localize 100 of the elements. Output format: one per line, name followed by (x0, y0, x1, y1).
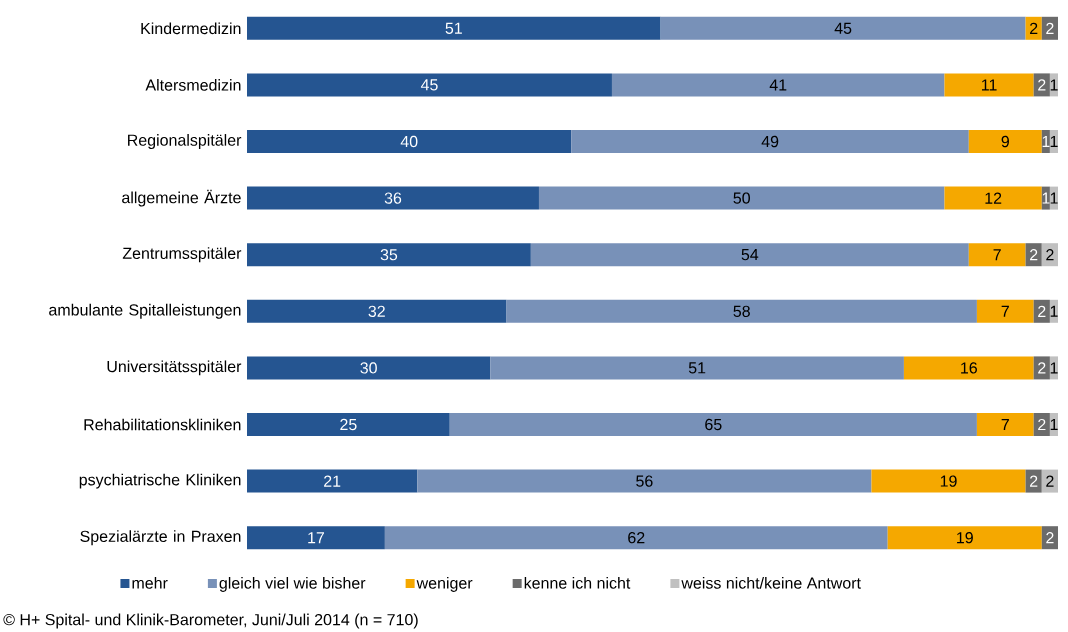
data-label: 2 (1038, 418, 1046, 431)
bar (976, 413, 1034, 436)
y-tick-label: Regionalspitäler (128, 134, 242, 149)
bar (1025, 243, 1042, 267)
data-label: 2 (1038, 362, 1046, 374)
data-label: 1 (1050, 305, 1058, 317)
data-label: 19 (957, 532, 973, 544)
data-label: 1 (1050, 79, 1058, 91)
bar (1041, 469, 1059, 493)
data-label: 17 (308, 532, 325, 544)
data-label: 1 (1050, 418, 1058, 430)
data-label: 51 (688, 362, 706, 374)
data-label: 65 (705, 418, 722, 431)
bar (1025, 469, 1042, 493)
bar (887, 526, 1042, 550)
legend-label: weiss nicht/keine Antwort (681, 576, 861, 589)
y-tick-label: Zentrumsspitäler (122, 247, 242, 263)
data-label: 2 (1046, 475, 1054, 487)
data-label: 51 (445, 22, 462, 34)
bar (247, 243, 531, 267)
y-tick-label: Rehabilitationskliniken (84, 418, 241, 431)
data-label: 2 (1038, 79, 1046, 91)
data-label: 41 (769, 79, 787, 91)
bar (247, 526, 385, 550)
bar (247, 299, 507, 323)
data-label: 2 (1046, 249, 1054, 261)
bar (1033, 299, 1050, 323)
data-label: 2 (1046, 22, 1054, 34)
text: © H+ Spital- und Klinik-Barometer, Juni/Juli 2014 (n = 710) (3, 613, 418, 629)
bar (571, 130, 969, 153)
data-label: 58 (733, 305, 750, 317)
bar (384, 526, 888, 550)
data-label: 1 (1050, 192, 1058, 204)
data-label: 35 (380, 249, 398, 261)
bar (1033, 413, 1050, 436)
data-label: 40 (400, 135, 418, 148)
data-label: 11 (982, 79, 997, 91)
data-label: 2 (1046, 532, 1054, 544)
y-tick-label: ambulante Spitalleistungen (49, 303, 241, 319)
data-label: 56 (636, 475, 653, 487)
data-label: 54 (741, 249, 759, 261)
bar (417, 469, 872, 493)
bar (871, 469, 1026, 493)
data-label: 1 (1050, 135, 1058, 147)
legend-label: weniger (416, 576, 473, 592)
data-label: 32 (368, 305, 385, 317)
data-label: 45 (834, 22, 852, 34)
data-label: 7 (1001, 305, 1009, 317)
data-label: 7 (1001, 418, 1009, 430)
data-label: 50 (733, 192, 750, 204)
bar (968, 130, 1042, 153)
data-label: 12 (985, 192, 1002, 204)
y-tick-label: Kindermedizin (141, 22, 241, 35)
bar (944, 186, 1042, 210)
bar (247, 73, 612, 97)
data-label: 9 (1001, 135, 1009, 148)
legend-label: kenne ich nicht (524, 576, 631, 589)
data-label: 1 (1042, 192, 1050, 204)
data-label: 2 (1038, 305, 1046, 317)
data-label: 25 (340, 418, 357, 431)
y-tick-label: Altersmedizin (145, 79, 241, 91)
y-tick-label: allgemeine Ärzte (122, 189, 241, 207)
bar (944, 73, 1034, 97)
bar (1041, 526, 1059, 550)
bar (976, 299, 1034, 323)
bar (247, 413, 450, 436)
y-tick-label: psychiatrische Kliniken (79, 473, 241, 489)
bar (247, 356, 491, 380)
bar (247, 16, 661, 40)
bar (247, 186, 539, 210)
bar (1041, 16, 1059, 40)
bar (490, 356, 904, 380)
data-label: 30 (360, 362, 377, 374)
data-label: 2 (1030, 22, 1038, 34)
data-label: 2 (1030, 475, 1038, 487)
data-label: 45 (420, 79, 438, 91)
bar (1033, 356, 1050, 380)
y-tick-label: Universitätsspitäler (107, 360, 242, 376)
bar (247, 130, 572, 153)
data-label: 1 (1050, 362, 1058, 374)
data-label: 16 (961, 362, 977, 374)
bar (968, 243, 1026, 267)
bar (660, 16, 1026, 40)
bar (611, 73, 945, 97)
bar (1041, 243, 1059, 267)
bar (1025, 16, 1042, 40)
bar (449, 413, 977, 436)
bar (1033, 73, 1050, 97)
bar (506, 299, 977, 323)
data-label: 19 (940, 475, 957, 487)
data-label: 2 (1030, 249, 1038, 261)
y-tick-label: Spezialärzte in Praxen (80, 530, 241, 546)
bar (538, 186, 945, 210)
legend-label: gleich viel wie bisher (219, 576, 366, 592)
legend-label: mehr (132, 576, 168, 589)
data-label: 36 (384, 192, 402, 204)
data-label: 1 (1042, 135, 1050, 147)
data-label: 7 (993, 249, 1001, 261)
bar (530, 243, 969, 267)
data-label: 49 (761, 135, 779, 148)
